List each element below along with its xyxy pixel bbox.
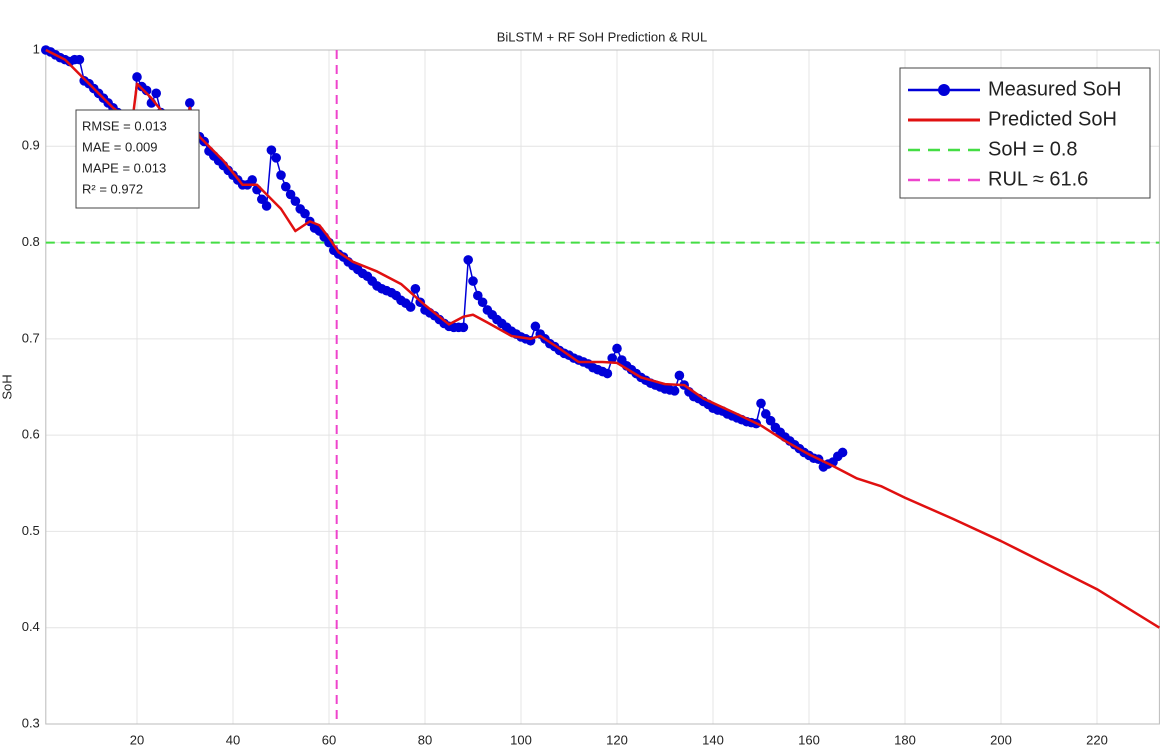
- x-tick-label: 160: [798, 732, 820, 746]
- data-point: [271, 153, 282, 163]
- data-point: [285, 189, 296, 200]
- metric-text: MAPE = 0.013: [82, 160, 166, 175]
- legend-label: Predicted SoH: [988, 108, 1117, 130]
- x-tick-label: 60: [322, 732, 336, 746]
- data-point: [261, 201, 272, 211]
- metrics-box: [75, 109, 200, 209]
- x-tick-label: 180: [894, 732, 916, 746]
- data-point: [405, 302, 416, 312]
- data-point: [290, 196, 301, 206]
- y-tick-label: 0.6: [22, 427, 40, 442]
- data-point: [530, 321, 541, 332]
- y-tick-label: 0.9: [22, 138, 40, 153]
- legend-marker: [938, 84, 950, 96]
- data-point: [477, 297, 488, 308]
- data-point: [276, 170, 286, 180]
- data-point: [257, 194, 267, 205]
- x-tick-label: 100: [510, 732, 532, 746]
- x-tick-label: 80: [418, 732, 432, 746]
- x-tick-label: 20: [130, 732, 144, 746]
- data-point: [281, 181, 291, 192]
- legend-label: RUL ≈ 61.6: [988, 168, 1088, 190]
- data-point: [756, 398, 766, 409]
- y-tick-label: 0.5: [22, 523, 40, 538]
- legend-label: Measured SoH: [988, 78, 1121, 100]
- y-tick-label: 0.7: [22, 330, 40, 345]
- data-point: [463, 255, 474, 265]
- data-point: [473, 290, 483, 301]
- y-tick-label: 0.3: [22, 715, 40, 730]
- y-tick-label: 0.8: [22, 234, 40, 249]
- data-point: [837, 447, 848, 458]
- data-point: [247, 175, 257, 185]
- data-point: [602, 368, 613, 379]
- legend-label: SoH = 0.8: [988, 138, 1078, 160]
- metric-text: RMSE = 0.013: [82, 118, 167, 133]
- metric-text: R² = 0.972: [82, 181, 143, 196]
- x-tick-label: 40: [226, 732, 240, 746]
- y-axis-label: SoH: [0, 374, 14, 399]
- x-tick-label: 200: [990, 732, 1012, 746]
- data-point: [410, 283, 421, 294]
- x-tick-label: 220: [1086, 732, 1108, 746]
- data-point: [669, 386, 680, 396]
- data-point: [761, 409, 771, 419]
- data-point: [674, 370, 685, 381]
- data-point: [266, 145, 277, 155]
- y-tick-label: 0.4: [22, 619, 40, 634]
- data-point: [765, 415, 776, 426]
- metric-text: MAE = 0.009: [82, 139, 158, 154]
- data-point: [185, 98, 195, 108]
- data-point: [151, 88, 161, 99]
- y-tick-label: 1: [33, 41, 40, 56]
- chart-title: BiLSTM + RF SoH Prediction & RUL: [497, 29, 708, 44]
- data-point: [458, 322, 469, 333]
- x-tick-label: 140: [702, 732, 724, 746]
- data-point: [612, 343, 622, 354]
- data-point: [141, 85, 152, 96]
- data-point: [300, 208, 310, 219]
- plot-frame: [45, 49, 1160, 725]
- data-point: [132, 72, 142, 82]
- data-point: [468, 276, 478, 286]
- data-point: [74, 54, 85, 65]
- data-point: [607, 353, 617, 363]
- x-tick-label: 120: [606, 732, 628, 746]
